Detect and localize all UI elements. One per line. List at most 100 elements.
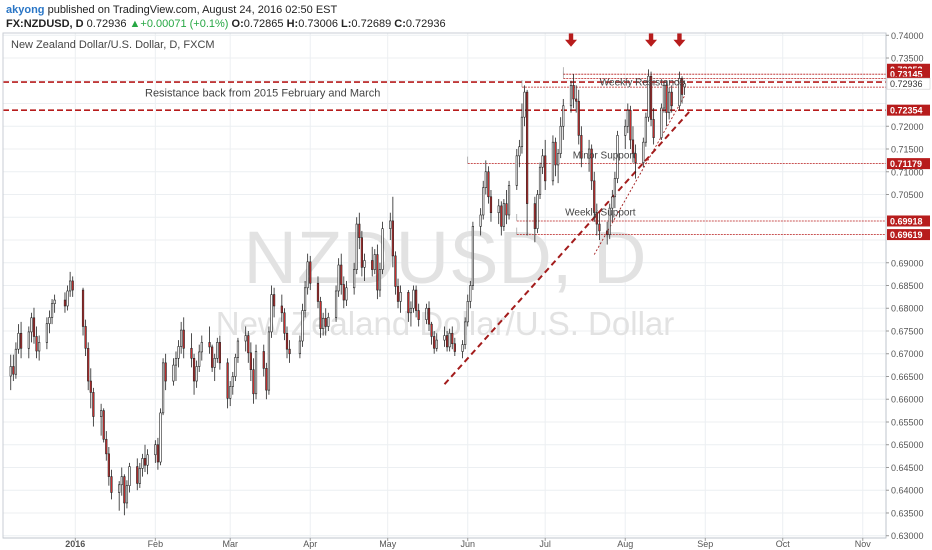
candle (125, 480, 129, 509)
candle (427, 301, 431, 331)
candle (629, 105, 632, 150)
annotations: Resistance back from 2015 February and M… (145, 77, 685, 218)
candle (334, 285, 338, 322)
candle (107, 447, 110, 486)
candle-body-up (146, 454, 149, 466)
candle-body-down (309, 261, 312, 284)
grid (3, 33, 886, 538)
candle-body-down (371, 260, 374, 270)
candle-body-up (536, 194, 539, 229)
candle-body-down (631, 139, 635, 154)
candle-body-up (45, 323, 48, 343)
candle-body-down (211, 346, 214, 368)
close-value: 0.72936 (405, 18, 446, 30)
candle-body-up (461, 344, 464, 352)
time-tick-label: Aug (617, 539, 633, 549)
annotation-label: Weekly Resistance (600, 77, 685, 88)
price-tick-label: 0.70500 (891, 190, 924, 200)
candle (668, 87, 671, 120)
candle (92, 387, 95, 427)
candle-body-up (484, 171, 487, 188)
candle-body-down (652, 119, 655, 138)
candle (502, 199, 505, 231)
candle (182, 317, 185, 359)
candle (391, 196, 394, 268)
candle (110, 469, 113, 500)
candle (613, 171, 617, 209)
trendline (443, 110, 691, 385)
candle-body-up (234, 357, 237, 377)
candle-body-up (174, 357, 178, 366)
candle (69, 271, 72, 297)
price-tag-label: 0.72354 (890, 106, 923, 116)
candle-body-down (445, 335, 449, 348)
candle-body-up (50, 303, 54, 318)
price-tag (887, 68, 930, 80)
candle-body-down (156, 444, 160, 463)
down-arrow-icon (565, 32, 578, 47)
candle-body-up (306, 261, 309, 289)
candle (554, 137, 557, 177)
candles (9, 69, 686, 516)
time-tick-label: Apr (303, 539, 317, 549)
symbol-label: FX:NZDUSD, D (6, 18, 84, 30)
price-tick-label: 0.68000 (891, 304, 924, 314)
candle (141, 453, 144, 477)
candle-body-down (396, 286, 400, 302)
candle-body-up (466, 301, 469, 323)
candle (523, 85, 526, 127)
candle-body-up (448, 332, 451, 348)
candle-body-down (280, 305, 283, 314)
time-axis[interactable]: 2016 Feb Mar Apr May Jun Jul Aug Sep Oct Nov (3, 537, 886, 549)
candle-body-down (265, 368, 268, 391)
candle-body-up (353, 269, 356, 289)
down-arrow-icon (673, 32, 686, 47)
candle-body-down (164, 362, 167, 382)
candle-body-down (665, 85, 668, 113)
candle-body-up (100, 410, 103, 417)
price-tag (887, 158, 930, 170)
candle-body-down (252, 369, 255, 395)
candle-body-down (453, 343, 456, 352)
candle (409, 301, 413, 327)
chart-title: New Zealand Dollar/U.S. Dollar, D, FXCM (11, 39, 215, 51)
candle (283, 308, 286, 341)
candle-body-up (231, 376, 234, 387)
price-tag (887, 215, 930, 227)
candle (324, 308, 327, 336)
candle (353, 262, 356, 295)
candle (611, 189, 614, 222)
author-link[interactable]: akyong (6, 4, 45, 16)
time-tick-label: Nov (855, 539, 872, 549)
candle-body-up (172, 364, 175, 382)
candle (430, 321, 433, 345)
candle (81, 287, 85, 336)
candle (63, 292, 67, 313)
candle-body-down (272, 294, 276, 307)
candle-body-up (608, 207, 611, 235)
price-axis[interactable]: 0.74000 0.73500 0.72000 0.71500 0.71000 0.705… (885, 31, 931, 541)
candle (17, 324, 20, 354)
candle (236, 337, 240, 363)
candle-body-up (611, 196, 614, 209)
candle-body-down (218, 342, 221, 364)
candle-body-up (668, 91, 671, 113)
candle (652, 108, 655, 145)
candle (327, 312, 330, 331)
candle (500, 201, 503, 236)
candle (249, 342, 252, 382)
candle-body-up (200, 342, 203, 353)
candle-body-down (394, 255, 397, 287)
candle (575, 85, 578, 113)
candle (244, 326, 247, 352)
candle (487, 166, 490, 204)
candle-body-up (154, 444, 157, 456)
candle-body-up (443, 335, 446, 341)
candle-body-down (63, 299, 67, 307)
candle (378, 262, 382, 297)
candle (590, 144, 593, 190)
candle (451, 326, 454, 350)
time-tick-label: Jun (460, 539, 475, 549)
candle (461, 340, 464, 359)
